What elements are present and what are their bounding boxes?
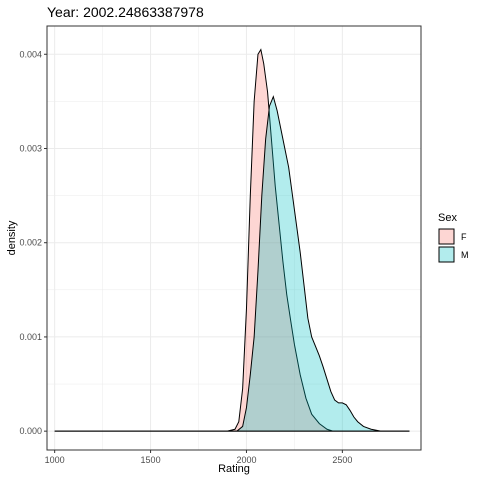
legend: Sex FM [438,212,469,263]
legend-key-bg [438,228,455,245]
y-tick-label: 0.004 [19,49,42,59]
plot-border [46,25,422,451]
x-tick-label: 1000 [45,455,65,465]
y-tick-label: 0.001 [19,332,42,342]
x-tick-label: 2500 [332,455,352,465]
legend-key-F [438,228,455,245]
y-tick-label: 0.002 [19,238,42,248]
legend-label-M: M [461,250,469,260]
x-tick-label: 1500 [141,455,161,465]
x-axis-title: Rating [218,463,250,475]
x-axis: 1000 1500 2000 2500 [45,450,352,465]
plot-background [47,26,421,450]
y-tick-label: 0.003 [19,143,42,153]
legend-title: Sex [438,212,457,224]
y-tick-label: 0.000 [19,426,42,436]
legend-key-M [438,246,455,263]
density-areas [54,48,410,432]
legend-key-bg [438,246,455,263]
x-tick-label: 2000 [236,455,256,465]
chart-title: Year: 2002.24863387978 [47,4,204,20]
density-area-M [54,95,410,432]
y-axis-title: density [6,220,18,255]
density-area-F [54,48,410,432]
y-axis: 0.000 0.001 0.002 0.003 0.004 [19,49,47,436]
legend-label-F: F [461,232,467,242]
